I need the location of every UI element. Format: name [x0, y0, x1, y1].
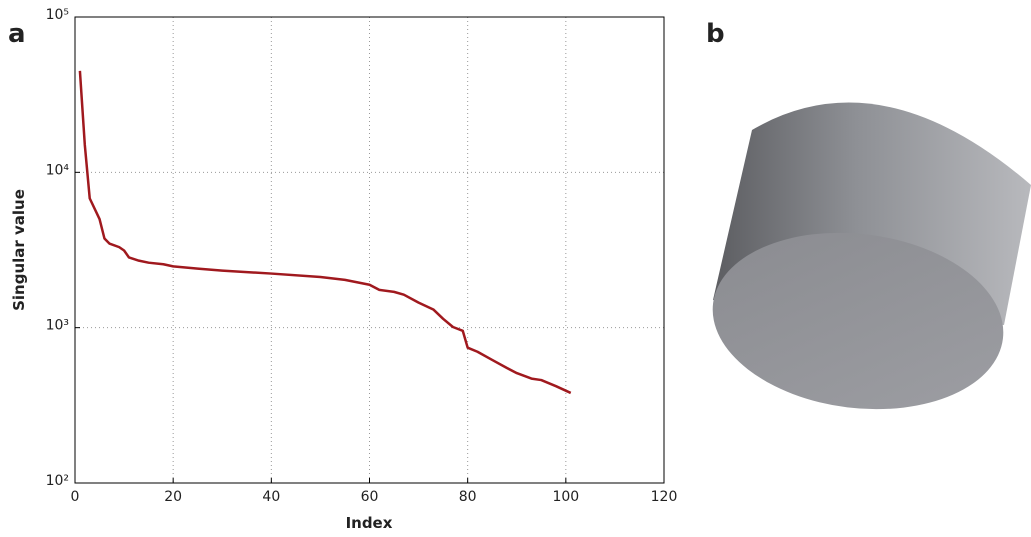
plot: 0 20 40 60 80 100 120 10² 10³ 10⁴ 10⁵ [46, 7, 678, 505]
x-tick-label: 40 [262, 489, 280, 505]
plot-frame [74, 16, 665, 484]
x-axis-label: Index [346, 514, 393, 532]
y-axis-label: Singular value [10, 189, 28, 311]
panel-label: a [8, 19, 26, 49]
x-tick-label: 60 [361, 489, 379, 505]
cylinder [712, 102, 1031, 410]
y-tick-label: 10³ [46, 318, 69, 334]
y-tick-label: 10² [46, 473, 69, 489]
y-tick-label: 10⁴ [46, 162, 70, 178]
cylinder-face [712, 232, 1004, 410]
data-line [78, 70, 572, 395]
x-tick-label: 120 [651, 489, 678, 505]
x-tick-label: 20 [164, 489, 182, 505]
x-tick-label: 80 [459, 489, 477, 505]
panel-label: b [706, 19, 725, 49]
x-tick-label: 0 [71, 489, 80, 505]
x-tick-label: 100 [552, 489, 579, 505]
y-tick-label: 10⁵ [46, 7, 69, 23]
